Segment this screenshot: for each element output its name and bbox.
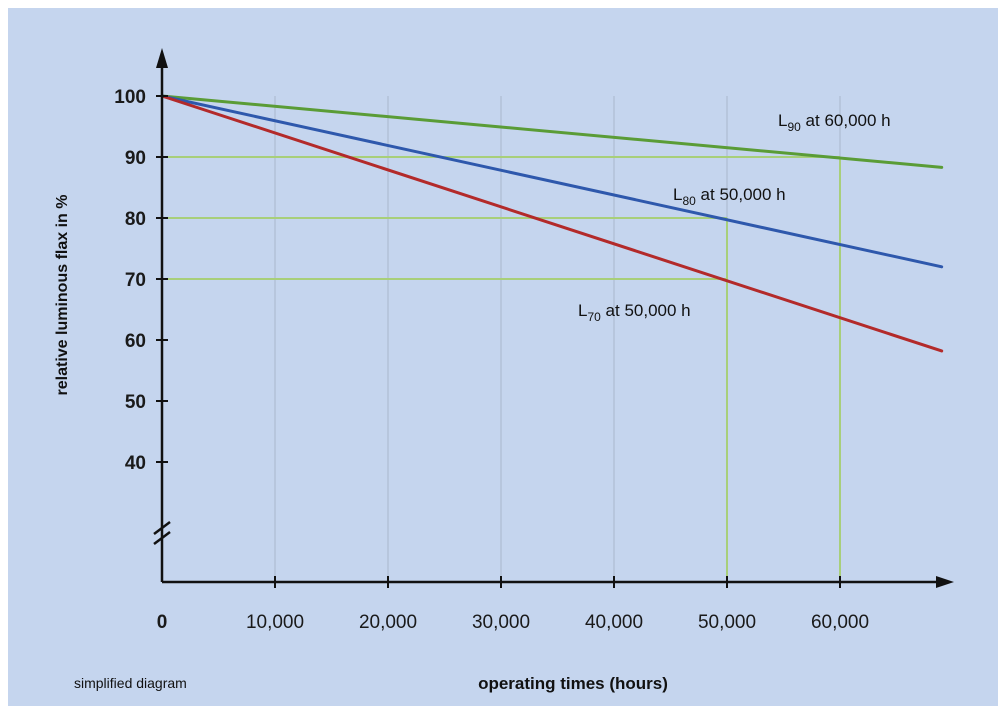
series-line-0 [160,94,944,169]
annotation-l90: L90 at 60,000 h [778,111,891,134]
y-tick-label: 90 [125,148,146,169]
x-tick-label: 40,000 [585,612,643,633]
series-line-2 [160,94,944,353]
y-tick-label: 50 [125,392,146,413]
annotation-l70: L70 at 50,000 h [578,301,691,324]
series-line-1 [160,94,944,269]
line-chart: 40 50 60 70 80 90 100 0 10,000 20,000 30,000 40,00… [54,48,954,693]
x-tick-label: 50,000 [698,612,756,633]
x-tick-label: 10,000 [246,612,304,633]
axis-break-mark-2 [153,531,171,545]
x-tick-label: 0 [157,612,168,633]
y-tick-label: 70 [125,270,146,291]
y-tick-label: 60 [125,331,146,352]
x-tick-label: 30,000 [472,612,530,633]
y-tick-label: 100 [114,87,146,108]
x-tick-label: 20,000 [359,612,417,633]
annotation-l80: L80 at 50,000 h [673,185,786,208]
y-axis-arrow-icon [156,48,168,68]
x-tick-label: 60,000 [811,612,869,633]
y-tick-label: 80 [125,209,146,230]
y-tick-label: 40 [125,453,146,474]
axis-break-mark-1 [153,521,171,535]
chart-area: 40 50 60 70 80 90 100 0 10,000 20,000 30,000 40,00… [8,8,998,706]
diagram-note: simplified diagram [74,675,187,691]
x-axis-label: operating times (hours) [478,674,668,693]
y-axis-label: relative luminous flax in % [54,195,71,396]
x-axis-arrow-icon [936,576,954,588]
